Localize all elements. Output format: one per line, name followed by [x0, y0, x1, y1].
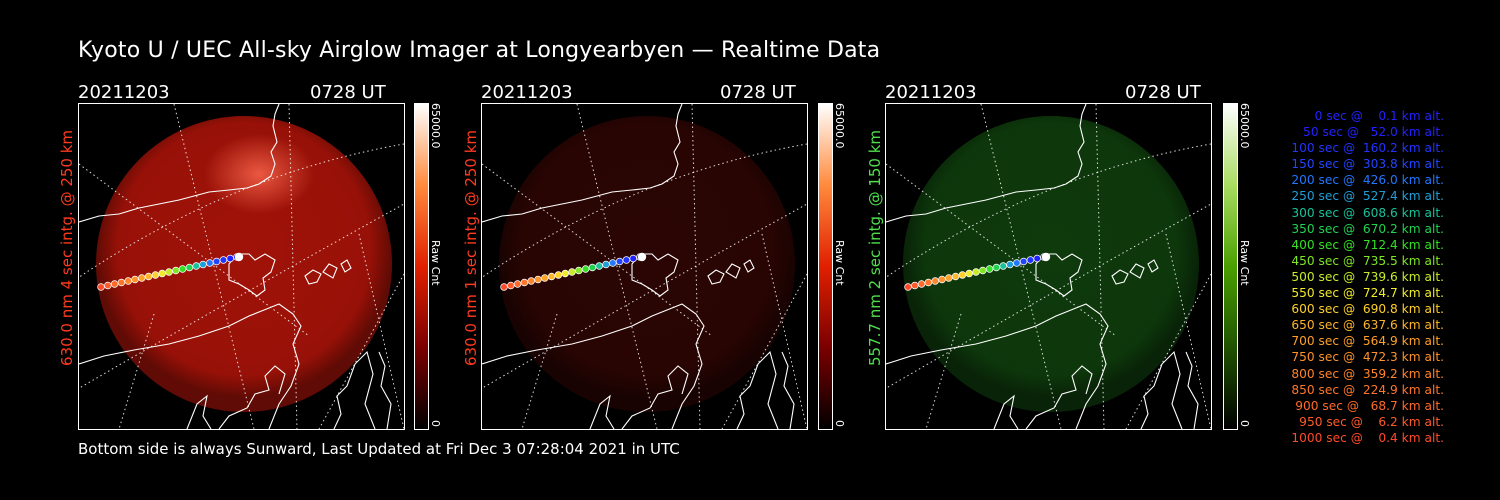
- panel-2-vertical-label: 630.0 nm 1 sec intg. @ 250 km: [462, 129, 480, 366]
- legend-entry: 900 sec @ 68.7 km alt.: [1291, 398, 1444, 413]
- legend-entry: 250 sec @ 527.4 km alt.: [1287, 189, 1444, 204]
- panel-1-colorbar-max: 65000.0: [429, 103, 442, 149]
- legend-entry: 700 sec @ 564.9 km alt.: [1287, 334, 1444, 349]
- panel-3-colorbar: [1223, 103, 1238, 430]
- panel-1-colorbar: [414, 103, 429, 430]
- panel-3-date: 20211203: [885, 82, 977, 103]
- panel-2-date: 20211203: [481, 82, 573, 103]
- legend-entry: 400 sec @ 712.4 km alt.: [1287, 237, 1444, 252]
- panel-3-image: [885, 103, 1212, 430]
- panel-2-image: [481, 103, 808, 430]
- panel-1-date: 20211203: [78, 82, 170, 103]
- legend-entry: 500 sec @ 739.6 km alt.: [1287, 269, 1444, 284]
- legend-entry: 50 sec @ 52.0 km alt.: [1295, 125, 1444, 140]
- panel-2-colorbar-max: 65000.0: [833, 103, 846, 149]
- legend-entry: 650 sec @ 637.6 km alt.: [1287, 318, 1444, 333]
- panel-3-time: 0728 UT: [1125, 82, 1201, 103]
- legend-entry: 750 sec @ 472.3 km alt.: [1287, 350, 1444, 365]
- trajectory-legend: 0 sec @ 0.1 km alt. 50 sec @ 52.0 km alt…: [1262, 108, 1444, 446]
- legend-entry: 150 sec @ 303.8 km alt.: [1287, 157, 1444, 172]
- panel-3-colorbar-zero: 0: [1238, 420, 1251, 427]
- legend-entry: 800 sec @ 359.2 km alt.: [1287, 366, 1444, 381]
- footer-status: Bottom side is always Sunward, Last Upda…: [78, 440, 680, 458]
- legend-entry: 550 sec @ 724.7 km alt.: [1287, 286, 1444, 301]
- panel-1-colorbar-unit: Raw Cnt: [429, 240, 442, 286]
- panel-2-colorbar-unit: Raw Cnt: [833, 240, 846, 286]
- page-title: Kyoto U / UEC All-sky Airglow Imager at …: [78, 38, 881, 63]
- legend-entry: 0 sec @ 0.1 km alt.: [1303, 109, 1444, 123]
- legend-entry: 200 sec @ 426.0 km alt.: [1287, 173, 1444, 188]
- legend-entry: 450 sec @ 735.5 km alt.: [1287, 253, 1444, 268]
- legend-entry: 100 sec @ 160.2 km alt.: [1287, 141, 1444, 156]
- legend-entry: 350 sec @ 670.2 km alt.: [1287, 221, 1444, 236]
- panel-2-time: 0728 UT: [720, 82, 796, 103]
- panel-1-image: [78, 103, 405, 430]
- panel-3-colorbar-unit: Raw Cnt: [1238, 240, 1251, 286]
- legend-entry: 300 sec @ 608.6 km alt.: [1287, 205, 1444, 220]
- panel-3-colorbar-max: 65000.0: [1238, 103, 1251, 149]
- panel-1-time: 0728 UT: [310, 82, 386, 103]
- legend-entry: 950 sec @ 6.2 km alt.: [1295, 414, 1444, 429]
- legend-entry: 850 sec @ 224.9 km alt.: [1287, 382, 1444, 397]
- panel-2-colorbar: [818, 103, 833, 430]
- panel-3-vertical-label: 557.7 nm 2 sec intg. @ 150 km: [866, 129, 884, 366]
- legend-entry: 600 sec @ 690.8 km alt.: [1287, 302, 1444, 317]
- panel-2-colorbar-zero: 0: [833, 420, 846, 427]
- panel-1-colorbar-zero: 0: [429, 420, 442, 427]
- legend-entry: 1000 sec @ 0.4 km alt.: [1291, 430, 1444, 445]
- panel-1-vertical-label: 630.0 nm 4 sec intg. @ 250 km: [58, 129, 76, 366]
